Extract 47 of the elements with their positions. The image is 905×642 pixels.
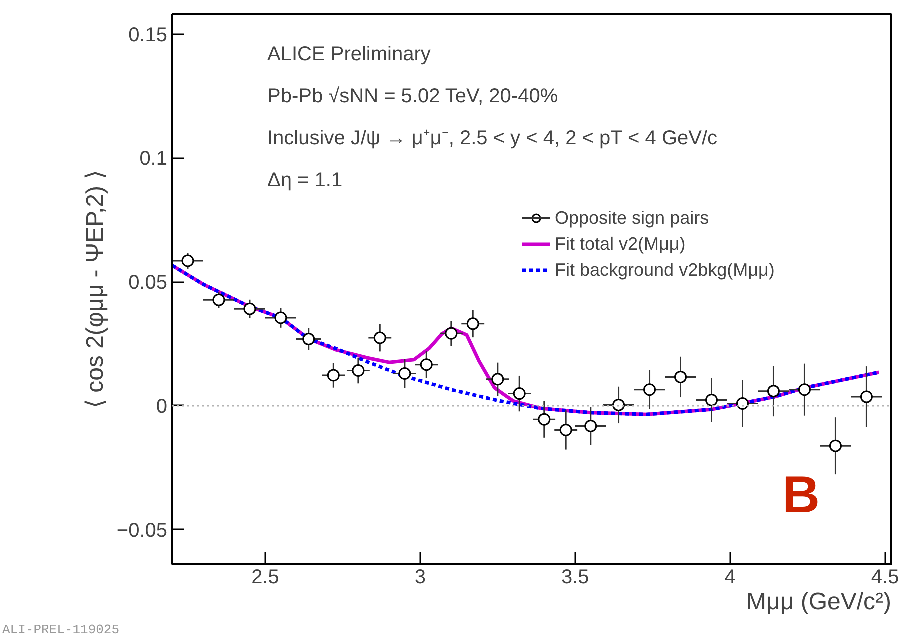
point: [445, 327, 458, 340]
x-tick-label: 4: [724, 566, 736, 588]
point: [244, 302, 256, 316]
point: [644, 384, 656, 396]
annotation: Δη = 1.1: [268, 170, 343, 192]
y-tick-label: 0.15: [128, 24, 168, 46]
point: [274, 312, 288, 324]
y-tick-label: 0: [156, 396, 168, 418]
point: [767, 385, 780, 398]
x-tick-label: 3: [414, 566, 426, 588]
point: [327, 369, 340, 382]
point: [706, 394, 718, 406]
point: [674, 370, 688, 384]
point: [212, 294, 226, 306]
point: [420, 358, 433, 372]
annotation: ALICE Preliminary: [268, 44, 431, 66]
legend-label: Fit total v2(Mμμ): [555, 232, 686, 256]
point: [352, 364, 365, 377]
x-tick-label: 2.5: [252, 566, 280, 588]
point: [829, 440, 842, 452]
x-axis-title: Mμμ (GeV/c²): [746, 588, 892, 616]
point: [584, 420, 598, 432]
point: [860, 390, 873, 404]
legend-label: Fit background v2bkg(Mμμ): [555, 258, 775, 282]
legend-label: Opposite sign pairs: [555, 206, 710, 230]
text: ALI-PREL-119025: [2, 622, 120, 638]
point: [182, 254, 194, 268]
point: [538, 413, 551, 426]
x-tick-label: 4.5: [871, 566, 900, 588]
point: [492, 373, 504, 386]
point: [560, 424, 572, 436]
x-tick-label: 3.5: [561, 566, 590, 588]
point: [398, 367, 412, 380]
point: [374, 332, 386, 344]
point: [466, 318, 480, 330]
y-axis-title: ⟨ cos 2(φμμ - ΨEP,2) ⟩: [82, 170, 109, 409]
point: [736, 397, 749, 410]
annotation: Inclusive J/ψ → μ⁺μ⁻, 2.5 < y < 4, 2 < pT < 4 GeV/c: [268, 128, 718, 150]
y-tick-label: 0.1: [140, 148, 168, 170]
point: [302, 333, 316, 346]
annotation: Pb-Pb √sNN = 5.02 TeV, 20-40%: [268, 86, 558, 108]
point: [513, 388, 526, 400]
y-tick-label: −0.05: [116, 520, 168, 542]
annotation: B: [782, 466, 820, 524]
y-tick-label: 0.05: [128, 272, 168, 294]
point: [612, 398, 626, 412]
point: [798, 384, 811, 396]
